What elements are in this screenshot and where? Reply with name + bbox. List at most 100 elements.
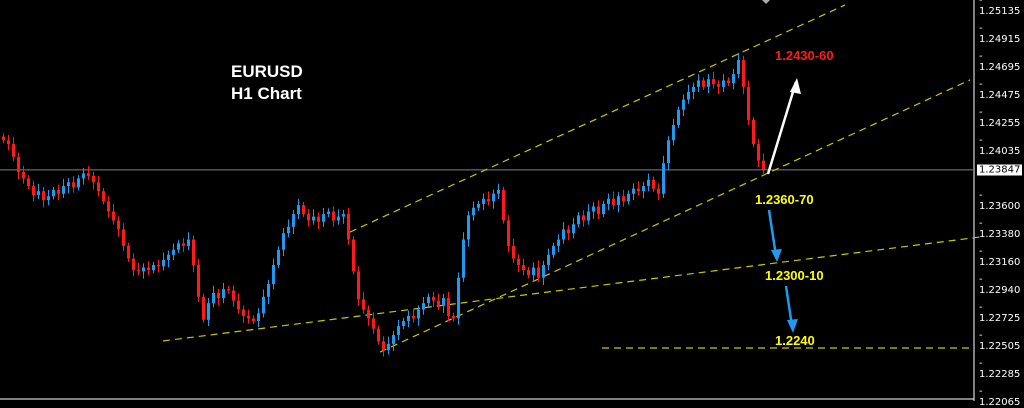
candle	[412, 308, 415, 323]
y-tick-label: - 1.22285	[979, 357, 1021, 380]
candle-body	[522, 264, 525, 271]
candle	[87, 166, 90, 181]
candle-body	[162, 259, 165, 267]
candle-body	[97, 182, 100, 192]
candle-body	[672, 124, 675, 141]
target-label-up: 1.2430-60	[775, 48, 834, 63]
candle-body	[127, 245, 130, 259]
candle	[607, 193, 610, 211]
candle	[552, 242, 555, 258]
candle-body	[427, 296, 430, 304]
candle	[152, 261, 155, 274]
candle	[42, 186, 45, 208]
candle-body	[582, 215, 585, 221]
candle-body	[232, 290, 235, 301]
candle	[467, 211, 470, 247]
candle-body	[107, 201, 110, 212]
candle	[517, 254, 520, 273]
candle	[747, 80, 750, 126]
candle	[717, 80, 720, 95]
candle-body	[717, 84, 720, 87]
candle	[147, 261, 150, 276]
candle-body	[242, 309, 245, 316]
candle	[212, 285, 215, 308]
candle-body	[762, 160, 765, 170]
candle-body	[27, 178, 30, 187]
candle	[187, 232, 190, 251]
chart-symbol: EURUSD	[231, 62, 303, 81]
candle-body	[177, 243, 180, 250]
candle-body	[667, 140, 670, 164]
candle	[402, 317, 405, 330]
candle-body	[167, 254, 170, 260]
candle	[527, 266, 530, 279]
candle	[622, 190, 625, 207]
candle-body	[732, 74, 735, 83]
candle	[107, 196, 110, 218]
candle-body	[287, 226, 290, 234]
candle-body	[237, 300, 240, 310]
candle-body	[347, 214, 350, 240]
y-tick-label: - 1.25135	[979, 0, 1021, 17]
candle-body	[562, 229, 565, 240]
candle-body	[507, 220, 510, 246]
down-arrow-2-head	[787, 319, 798, 333]
y-tick-label: - 1.22940	[979, 274, 1021, 297]
candle	[567, 225, 570, 241]
candle-body	[512, 245, 515, 259]
candle	[72, 176, 75, 193]
candle	[577, 212, 580, 228]
candle-body	[487, 198, 490, 202]
candle	[52, 186, 55, 200]
candle-body	[447, 298, 450, 316]
candle-body	[312, 216, 315, 221]
candle-body	[157, 264, 160, 267]
candle-body	[322, 214, 325, 222]
candle	[687, 84, 690, 104]
candle	[242, 305, 245, 324]
candle-body	[52, 189, 55, 197]
down-arrow-1-head	[771, 249, 782, 262]
candle	[722, 74, 725, 93]
candle	[117, 216, 120, 237]
y-tick-label: - 1.24475	[979, 78, 1021, 101]
candle-body	[192, 239, 195, 265]
candle-body	[362, 299, 365, 310]
candle-body	[372, 318, 375, 329]
candle-body	[652, 179, 655, 189]
candle-body	[417, 309, 420, 319]
trendline-lower-support[interactable]	[162, 236, 981, 342]
candle-body	[637, 188, 640, 192]
candle-body	[317, 216, 320, 222]
y-tick-label: - 1.22065	[979, 385, 1021, 408]
candle	[667, 136, 670, 171]
candle	[197, 258, 200, 303]
candle-body	[87, 173, 90, 176]
candle-body	[117, 220, 120, 230]
candle-body	[452, 315, 455, 319]
candle	[582, 210, 585, 227]
candle-body	[67, 182, 70, 187]
candle	[497, 183, 500, 199]
candle-body	[492, 193, 495, 202]
scroll-marker[interactable]	[762, 0, 770, 4]
candle-body	[102, 191, 105, 202]
candle-body	[37, 191, 40, 195]
candle	[337, 209, 340, 225]
candle-body	[72, 182, 75, 188]
candle-body	[2, 136, 5, 141]
candle	[357, 266, 360, 306]
trendline-upper-channel[interactable]	[349, 4, 846, 233]
candle	[7, 135, 10, 151]
candle	[302, 201, 305, 218]
candle	[67, 178, 70, 194]
candle-body	[202, 296, 205, 320]
trendline-middle-channel[interactable]	[379, 79, 971, 353]
candle-body	[622, 196, 625, 202]
candle	[492, 189, 495, 209]
candle	[342, 209, 345, 224]
candle	[692, 82, 695, 100]
candle-body	[697, 80, 700, 87]
candle-body	[722, 80, 725, 87]
